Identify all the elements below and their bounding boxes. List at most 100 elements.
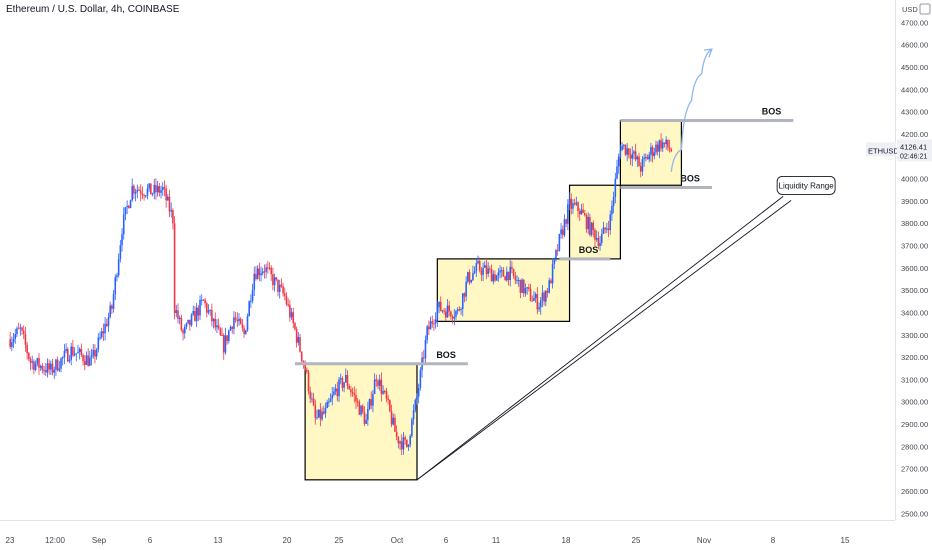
candle-body [139,190,142,194]
candle-body [650,147,652,155]
candle-body [156,186,159,193]
candle-body [205,303,208,313]
candle-body [646,157,649,160]
candle-body [105,323,108,327]
candle-body [51,363,54,373]
candle-body [575,202,578,205]
candle-body [283,293,286,297]
candle-body [400,441,403,450]
candle-body [387,398,389,401]
candle-body [607,228,610,231]
candle-body [402,437,405,450]
candle-body [233,317,235,329]
time-tick-label: 12:00 [45,536,66,545]
candle-body [667,139,669,148]
price-axis[interactable]: 4700.00 4600.00 4500.00 4400.00 4300.00 4200.… [895,0,932,550]
candle-body [295,329,298,343]
candle-body [87,355,89,366]
price-tag-countdown: 02:46:21 [900,153,927,160]
candle-body [172,210,174,224]
candle-body [497,272,500,276]
candle-body [316,417,318,419]
candle-body [353,393,356,396]
candle-body [143,195,145,197]
candle-body [92,349,95,356]
price-axis-currency: USD [902,5,918,14]
candle-body [346,375,349,386]
candle-body [56,359,59,371]
candle-body [217,325,220,329]
candle-body [124,207,127,215]
candle-body [36,358,39,364]
candle-body [502,270,505,277]
candle-body [246,316,249,331]
candle-body [329,398,332,402]
candle-body [151,193,154,195]
candle-body [63,351,66,358]
candle-body [251,289,254,301]
bos-label: BOS [436,350,456,360]
candle-body [578,211,581,215]
candle-body [46,363,49,373]
candle-body [158,186,161,193]
time-tick-label: 8 [771,536,776,545]
candle-body [287,304,289,306]
candle-body [212,318,215,322]
candle-body [224,335,227,353]
candle-body [65,349,67,352]
time-axis[interactable]: 23 12:00 Sep 6 13 20 25 Oct 6 11 18 25 Nov 8 15 [0,520,895,546]
candle-body [624,144,627,155]
candle-body [582,209,584,214]
candle-body [633,151,635,154]
candle-body [645,157,647,159]
price-tick-label: 2800.00 [901,442,928,451]
candle-body [472,273,474,280]
candle-body [319,409,322,420]
candle-body [60,358,62,369]
candle-body [561,229,564,236]
price-tick-label: 2500.00 [901,509,928,518]
candle-body [321,411,323,420]
candle-body [663,142,666,145]
candle-body [44,370,47,373]
candle-body [448,305,450,312]
candle-body [602,227,605,235]
candle-body [563,219,566,236]
candle-body [258,268,261,276]
candle-body [182,330,184,334]
candle-body [180,317,183,331]
candle-body [43,370,45,372]
candle-body [660,140,662,149]
liquidity-callout [776,175,836,195]
structure-box-3 [568,184,621,260]
candle-body [175,310,178,314]
candle-body [528,287,530,289]
candle-body [107,316,110,327]
candle-body [617,156,620,167]
candle-body [475,263,478,272]
candle-body [568,198,571,205]
candle-body [378,379,381,386]
candle-body [85,355,88,365]
candle-body [209,309,211,311]
candle-body [163,187,166,189]
candle-body [656,144,659,152]
candle-body [392,417,395,425]
price-tick-label: 4500.00 [901,63,928,72]
candle-body [461,293,464,309]
candle-body [148,183,150,189]
projection [670,48,713,172]
candle-body [216,325,218,328]
candle-body [580,209,583,215]
candlesticks [9,133,673,456]
candle-body [639,166,642,172]
candle-body [131,185,134,201]
candle-body [363,412,366,424]
candle-body [380,379,383,394]
candle-body [473,271,476,274]
candle-body [292,312,295,324]
candle-body [512,269,515,276]
candle-body [58,368,61,371]
projection-path [670,48,713,172]
